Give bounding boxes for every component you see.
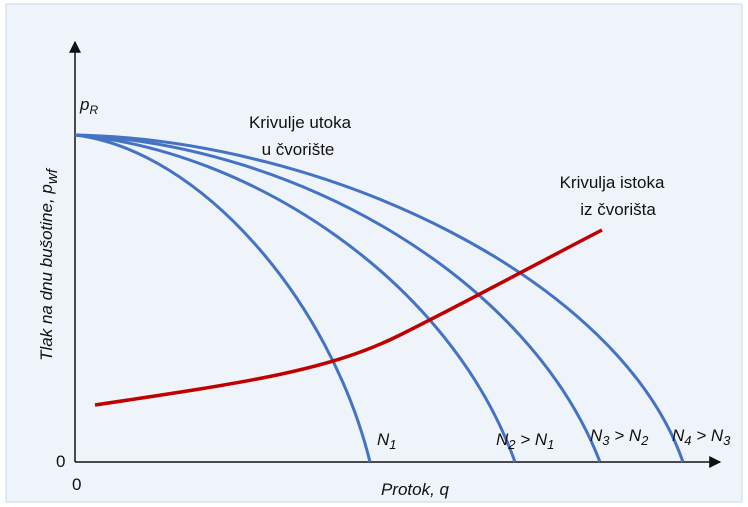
- subscript: 4: [684, 433, 691, 448]
- curve-n4: [74, 133, 685, 463]
- background: [5, 3, 743, 503]
- curve-label: N1: [377, 430, 397, 452]
- subscript: 1: [547, 437, 554, 452]
- subscript: 1: [389, 437, 396, 452]
- outflow-curve: [94, 228, 603, 407]
- origin-y: 0: [56, 452, 65, 471]
- label-part: > N: [692, 426, 724, 445]
- inflow-curves: [74, 133, 685, 463]
- curve-label: N3 > N2: [590, 426, 649, 448]
- curve-labels: N1 N2 > N1 N3 > N2 N4 > N3: [377, 426, 731, 452]
- x-axis-label: Protok, q: [381, 480, 450, 499]
- p-sub: R: [89, 103, 98, 117]
- subscript: 2: [507, 437, 516, 452]
- label-part: N: [496, 430, 509, 449]
- curve-label: N4 > N3: [672, 426, 731, 448]
- subscript: 3: [602, 433, 610, 448]
- origin-x: 0: [72, 475, 81, 494]
- label-part: > N: [516, 430, 548, 449]
- p: p: [79, 95, 89, 114]
- y-axis-label: Tlak na dnu bušotine, pwf: [37, 167, 61, 361]
- p-r-label: pR: [79, 95, 98, 117]
- curve-n2: [74, 133, 517, 463]
- curve-label: N2 > N1: [496, 430, 554, 452]
- label-part: N: [377, 430, 390, 449]
- label-part: > N: [610, 426, 642, 445]
- outflow-label: Krivulja istoka: [560, 173, 665, 192]
- subscript: 3: [723, 433, 731, 448]
- label-part: N: [672, 426, 685, 445]
- inflow-label: u čvorište: [262, 140, 335, 159]
- subscript: 2: [640, 433, 649, 448]
- label-part: N: [590, 426, 603, 445]
- y-sub: wf: [44, 167, 61, 184]
- inflow-label: Krivulje utoka: [249, 113, 352, 132]
- curve-n1: [74, 133, 372, 463]
- y-main: Tlak na dnu bušotine, p: [37, 184, 56, 361]
- curve-n3: [74, 133, 602, 463]
- outflow-label: iz čvorišta: [580, 200, 656, 219]
